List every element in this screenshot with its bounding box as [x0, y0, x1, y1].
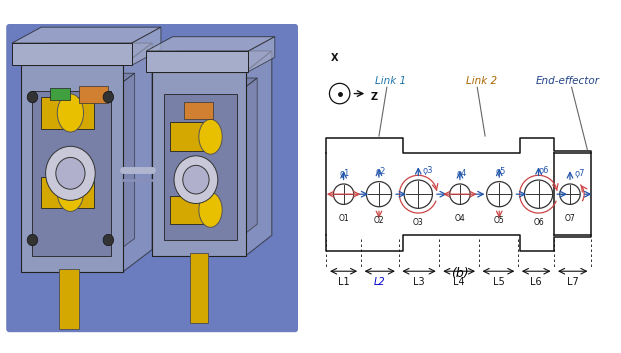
- FancyBboxPatch shape: [6, 24, 298, 332]
- Text: L6: L6: [530, 277, 542, 287]
- Polygon shape: [41, 88, 106, 97]
- Text: End-effector: End-effector: [536, 76, 600, 86]
- Polygon shape: [170, 122, 214, 151]
- FancyBboxPatch shape: [190, 253, 207, 323]
- Circle shape: [103, 91, 114, 103]
- FancyBboxPatch shape: [184, 102, 214, 119]
- Circle shape: [333, 184, 354, 204]
- Circle shape: [56, 157, 85, 189]
- Ellipse shape: [57, 173, 84, 211]
- Ellipse shape: [199, 119, 222, 154]
- Polygon shape: [111, 73, 135, 256]
- Polygon shape: [170, 196, 214, 224]
- Circle shape: [524, 180, 553, 208]
- Circle shape: [404, 180, 432, 208]
- Ellipse shape: [57, 94, 84, 132]
- Polygon shape: [147, 37, 274, 51]
- Text: ϙ6: ϙ6: [538, 166, 549, 174]
- Text: X: X: [331, 53, 338, 63]
- Text: L2: L2: [374, 277, 386, 287]
- Polygon shape: [12, 27, 161, 43]
- Text: Link 1: Link 1: [375, 76, 406, 86]
- Polygon shape: [21, 65, 123, 272]
- Polygon shape: [123, 43, 152, 272]
- Circle shape: [560, 184, 580, 204]
- Polygon shape: [237, 78, 257, 240]
- Text: ϙ7: ϙ7: [574, 169, 585, 179]
- Circle shape: [174, 156, 218, 203]
- Polygon shape: [94, 88, 106, 129]
- Polygon shape: [132, 27, 161, 65]
- Text: Z: Z: [370, 92, 378, 102]
- FancyBboxPatch shape: [59, 269, 79, 329]
- Text: L7: L7: [567, 277, 579, 287]
- Text: O3: O3: [413, 218, 424, 227]
- Polygon shape: [214, 187, 224, 224]
- Polygon shape: [245, 51, 272, 256]
- Polygon shape: [164, 94, 237, 240]
- Text: O4: O4: [455, 214, 465, 223]
- Circle shape: [103, 234, 114, 246]
- Polygon shape: [170, 187, 224, 196]
- Polygon shape: [152, 51, 272, 72]
- Polygon shape: [94, 167, 106, 208]
- Text: ϙ4: ϙ4: [456, 169, 466, 179]
- Text: O1: O1: [338, 214, 349, 223]
- Text: ϙ5: ϙ5: [496, 167, 505, 176]
- Circle shape: [27, 91, 38, 103]
- Polygon shape: [12, 43, 132, 65]
- Ellipse shape: [199, 192, 222, 227]
- Polygon shape: [41, 97, 94, 129]
- Text: ϙ2: ϙ2: [375, 167, 386, 176]
- Polygon shape: [21, 43, 152, 65]
- Circle shape: [45, 146, 95, 200]
- Text: O7: O7: [564, 214, 576, 223]
- Text: L5: L5: [492, 277, 504, 287]
- Polygon shape: [164, 78, 257, 94]
- Text: ϙ3: ϙ3: [423, 166, 433, 174]
- Text: O5: O5: [494, 216, 505, 225]
- FancyBboxPatch shape: [50, 88, 70, 100]
- Circle shape: [183, 165, 209, 194]
- Polygon shape: [214, 114, 224, 151]
- Polygon shape: [41, 176, 94, 208]
- Text: ϙ1: ϙ1: [340, 169, 350, 179]
- Polygon shape: [152, 72, 245, 256]
- FancyBboxPatch shape: [79, 86, 108, 103]
- Polygon shape: [248, 37, 274, 72]
- Circle shape: [487, 181, 512, 207]
- Text: L3: L3: [413, 277, 425, 287]
- Circle shape: [366, 181, 392, 207]
- Circle shape: [450, 184, 470, 204]
- Polygon shape: [32, 73, 135, 91]
- Circle shape: [330, 83, 350, 104]
- Polygon shape: [170, 114, 224, 122]
- Polygon shape: [147, 51, 248, 72]
- Polygon shape: [32, 91, 111, 256]
- Text: L1: L1: [338, 277, 350, 287]
- Text: (b): (b): [451, 267, 468, 280]
- Text: Link 2: Link 2: [466, 76, 497, 86]
- Text: L4: L4: [453, 277, 465, 287]
- Text: O2: O2: [374, 216, 384, 225]
- Polygon shape: [41, 167, 106, 176]
- Text: O6: O6: [533, 218, 544, 227]
- Circle shape: [27, 234, 38, 246]
